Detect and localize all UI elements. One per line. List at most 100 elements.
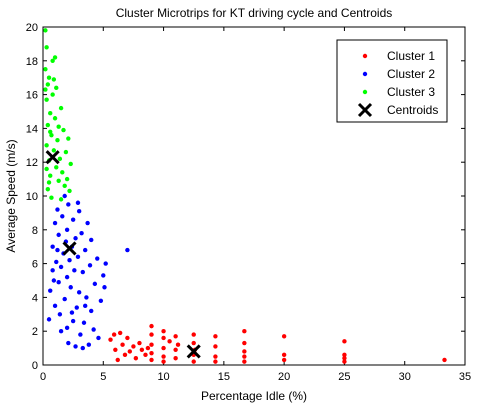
cluster-2-point — [92, 281, 98, 287]
cluster-2-point — [70, 217, 76, 222]
centroid-marker — [62, 241, 77, 256]
cluster-3-point — [45, 187, 51, 192]
cluster-1-point — [191, 340, 196, 346]
cluster-3-point — [55, 138, 60, 143]
cluster-3-point — [51, 77, 57, 82]
x-tick-label: 35 — [459, 371, 471, 383]
cluster-1-point — [125, 335, 130, 341]
cluster-1-point — [131, 344, 136, 349]
cluster-2-point — [85, 220, 90, 226]
x-tick-label: 20 — [278, 371, 290, 383]
cluster-1-point — [108, 337, 113, 342]
cluster-1-point — [173, 347, 178, 352]
cluster-3-point — [58, 105, 64, 111]
cluster-3-point — [44, 166, 49, 172]
cluster-2-point — [52, 220, 58, 226]
cluster-1-point — [113, 347, 118, 352]
cluster-1-point — [161, 335, 166, 341]
cluster-2-point — [52, 303, 58, 309]
cluster-1-point — [111, 332, 117, 337]
legend-marker-cluster-1 — [362, 53, 368, 59]
cluster-2-point — [57, 312, 63, 317]
cluster-1-point — [161, 354, 166, 359]
legend-label-cluster-2: Cluster 2 — [387, 67, 435, 81]
cluster-1-point — [115, 357, 120, 363]
cluster-1-point — [342, 359, 347, 364]
cluster-2-point — [79, 230, 84, 236]
cluster-3-point — [60, 170, 65, 175]
cluster-1-point — [442, 357, 447, 363]
cluster-2-point — [76, 290, 82, 295]
cluster-3-point — [43, 67, 48, 72]
cluster-3-point — [50, 92, 55, 97]
cluster-2-point — [64, 274, 70, 280]
cluster-3-point — [62, 183, 67, 189]
cluster-3-point — [58, 197, 64, 202]
y-tick-label: 20 — [26, 22, 38, 34]
cluster-1-point — [167, 339, 172, 344]
cluster-2-point — [54, 259, 59, 265]
cluster-2-point — [62, 296, 67, 302]
cluster-2-point — [68, 285, 73, 290]
legend-label-cluster-3: Cluster 3 — [387, 85, 435, 99]
cluster-2-point — [81, 320, 87, 325]
cluster-3-point — [48, 129, 53, 134]
cluster-2-point — [75, 200, 81, 205]
x-tick-label: 5 — [100, 371, 106, 383]
cluster-3-point — [56, 178, 61, 183]
cluster-2-point — [89, 237, 94, 243]
cluster-1-point — [137, 340, 142, 346]
cluster-2-point — [67, 258, 72, 263]
cluster-1-point — [161, 345, 166, 351]
y-tick-label: 16 — [26, 90, 38, 102]
cluster-3-point — [57, 156, 63, 162]
cluster-3-point — [43, 28, 48, 33]
cluster-2-point — [87, 263, 93, 268]
x-axis-label: Percentage Idle (%) — [201, 389, 307, 403]
centroid-marker — [186, 344, 201, 359]
cluster-2-point — [48, 288, 53, 293]
cluster-1-point — [117, 330, 123, 336]
y-tick-label: 10 — [26, 191, 38, 203]
cluster-3-point — [54, 85, 59, 91]
cluster-1-point — [191, 332, 196, 337]
x-tick-label: 15 — [218, 371, 230, 383]
cluster-1-point — [281, 357, 287, 363]
cluster-1-point — [342, 352, 347, 358]
cluster-1-point — [175, 342, 181, 347]
y-tick-label: 12 — [26, 157, 38, 169]
cluster-2-point — [125, 247, 130, 253]
cluster-1-point — [161, 359, 166, 364]
cluster-3-point — [56, 124, 61, 129]
cluster-1-point — [213, 359, 218, 364]
cluster-2-point — [102, 285, 107, 290]
cluster-2-point — [64, 227, 70, 232]
cluster-2-point — [80, 269, 85, 275]
x-tick-label: 25 — [338, 371, 350, 383]
cluster-2-point — [56, 279, 61, 285]
cluster-2-point — [91, 327, 96, 332]
cluster-2-point — [80, 345, 85, 351]
cluster-1-point — [149, 350, 154, 356]
cluster-2-point — [89, 308, 94, 314]
cluster-1-point — [213, 344, 218, 349]
cluster-1-point — [139, 347, 145, 352]
cluster-1-point — [120, 342, 125, 347]
cluster-2-point — [86, 342, 92, 347]
cluster-3-point — [54, 165, 59, 170]
plot-area-frame — [42, 26, 466, 366]
cluster-2-point — [73, 344, 78, 349]
cluster-1-point — [149, 323, 154, 329]
cluster-3-point — [66, 136, 71, 141]
cluster-1-point — [242, 354, 247, 359]
cluster-3-point — [52, 116, 58, 121]
cluster-2-point — [83, 303, 88, 309]
cluster-2-point — [55, 247, 60, 253]
cluster-3-point — [49, 132, 54, 138]
cluster-2-point — [58, 329, 64, 334]
cluster-3-point — [44, 97, 49, 102]
cluster-2-point — [64, 325, 70, 331]
cluster-1-point — [213, 334, 218, 339]
cluster-2-point — [66, 202, 71, 207]
cluster-3-point — [50, 58, 55, 63]
